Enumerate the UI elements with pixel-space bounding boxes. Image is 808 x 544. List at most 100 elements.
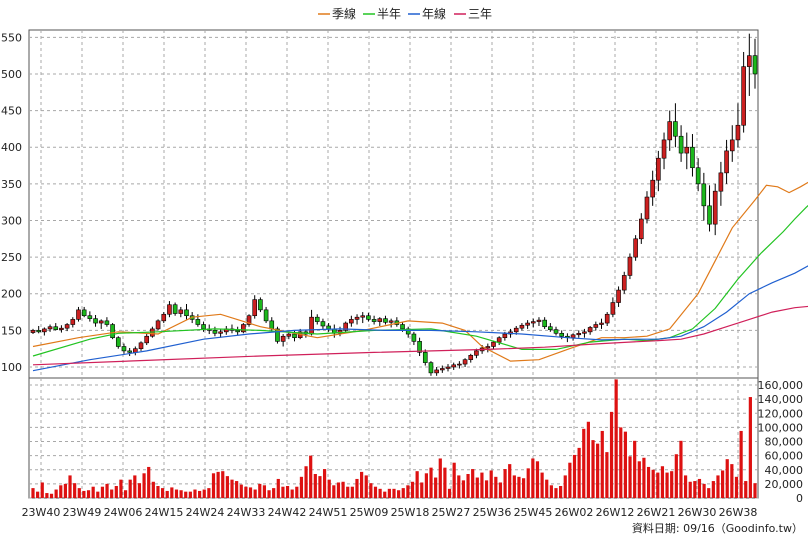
candlestick bbox=[530, 318, 536, 328]
volume-bar bbox=[744, 481, 748, 498]
candlestick bbox=[616, 286, 621, 307]
volume-bar bbox=[660, 466, 665, 498]
candlestick bbox=[411, 331, 417, 346]
volume-bar bbox=[230, 479, 234, 498]
volume-bar bbox=[82, 490, 86, 498]
volume-bar bbox=[188, 491, 192, 498]
candlestick bbox=[747, 33, 752, 96]
volume-bar bbox=[360, 471, 364, 498]
ma-line-1 bbox=[32, 181, 808, 362]
candle-body bbox=[343, 322, 348, 331]
chart-legend: 季線 半年 年線 三年 bbox=[318, 6, 492, 21]
price-tick-label: 150 bbox=[1, 324, 22, 337]
volume-bar bbox=[429, 467, 433, 498]
candle-body bbox=[275, 328, 280, 342]
volume-bar bbox=[295, 486, 299, 498]
volume-bar bbox=[623, 431, 628, 498]
candlestick bbox=[718, 161, 724, 206]
volume-bar bbox=[503, 469, 507, 498]
candlestick bbox=[93, 314, 98, 327]
candle-body bbox=[724, 150, 729, 174]
candle-body bbox=[496, 337, 502, 343]
candlestick bbox=[144, 334, 150, 346]
volume-bar bbox=[716, 475, 720, 498]
candlestick bbox=[434, 367, 439, 376]
candle-body bbox=[718, 172, 724, 192]
candlestick bbox=[468, 353, 474, 363]
volume-bar bbox=[461, 480, 466, 498]
candlestick bbox=[59, 325, 64, 333]
x-tick-label: 26W21 bbox=[637, 506, 676, 519]
price-tick-label: 450 bbox=[1, 105, 22, 118]
volume-bar bbox=[387, 488, 391, 498]
volume-bar bbox=[642, 457, 646, 498]
candle-body bbox=[161, 313, 167, 322]
candlestick bbox=[599, 318, 604, 329]
price-tick-label: 300 bbox=[1, 214, 22, 227]
candle-body bbox=[93, 318, 98, 324]
candlestick bbox=[656, 150, 661, 192]
volume-bar bbox=[591, 440, 595, 498]
volume-bar bbox=[596, 443, 600, 498]
legend-label: 年線 bbox=[422, 6, 446, 21]
volume-bar bbox=[128, 479, 132, 498]
candle-body bbox=[485, 346, 491, 349]
volume-bar bbox=[267, 490, 271, 498]
x-tick-label: 24W24 bbox=[186, 506, 225, 519]
candle-body bbox=[457, 363, 462, 366]
price-tick-label: 200 bbox=[1, 288, 22, 301]
candle-body bbox=[383, 318, 388, 323]
volume-bar bbox=[147, 466, 151, 498]
volume-bar bbox=[424, 473, 428, 498]
volume-bar bbox=[123, 490, 128, 498]
candlestick bbox=[155, 319, 161, 331]
candle-body bbox=[417, 341, 422, 353]
candlestick bbox=[343, 321, 348, 332]
volume-bar bbox=[184, 491, 188, 498]
volume-bar bbox=[258, 483, 262, 498]
candle-body bbox=[491, 341, 496, 347]
candlestick bbox=[53, 323, 59, 331]
volume-bar bbox=[748, 397, 752, 498]
candlestick bbox=[485, 343, 491, 353]
volume-bar bbox=[40, 482, 44, 498]
volume-bar bbox=[110, 489, 114, 498]
volume-bar bbox=[600, 430, 604, 498]
volume-bar bbox=[466, 474, 470, 498]
volume-bar bbox=[211, 473, 216, 498]
candle-body bbox=[616, 289, 621, 303]
volume-bar bbox=[637, 461, 641, 498]
candlestick bbox=[457, 361, 462, 369]
volume-bar bbox=[276, 478, 280, 498]
data-date-footer: 資料日期: 09/16（Goodinfo.tw） bbox=[632, 521, 803, 535]
candle-body bbox=[695, 167, 701, 185]
candlestick bbox=[218, 328, 223, 338]
candlestick bbox=[712, 183, 718, 236]
candlestick bbox=[377, 317, 383, 326]
volume-bar bbox=[137, 483, 142, 498]
candle-body bbox=[678, 135, 684, 154]
candlestick bbox=[47, 324, 53, 332]
volume-bar bbox=[646, 466, 651, 498]
volume-bar bbox=[336, 482, 341, 498]
candle-body bbox=[366, 315, 371, 320]
candlestick bbox=[525, 320, 530, 329]
candlestick bbox=[349, 315, 354, 327]
candle-body bbox=[127, 350, 132, 353]
volume-bar bbox=[452, 462, 456, 498]
volume-bar bbox=[410, 481, 415, 498]
candle-body bbox=[400, 324, 405, 330]
candle-body bbox=[570, 334, 576, 339]
candlestick bbox=[440, 365, 445, 373]
candlestick bbox=[81, 306, 87, 318]
volume-bar bbox=[651, 469, 655, 498]
candle-body bbox=[422, 352, 428, 363]
candlestick bbox=[138, 341, 144, 351]
candlestick bbox=[553, 326, 559, 336]
candlestick bbox=[263, 306, 269, 324]
x-tick-label: 25W18 bbox=[391, 506, 430, 519]
candle-body bbox=[525, 322, 530, 326]
x-tick-label: 24W42 bbox=[268, 506, 307, 519]
legend-label: 三年 bbox=[468, 7, 492, 21]
candle-body bbox=[172, 304, 178, 314]
